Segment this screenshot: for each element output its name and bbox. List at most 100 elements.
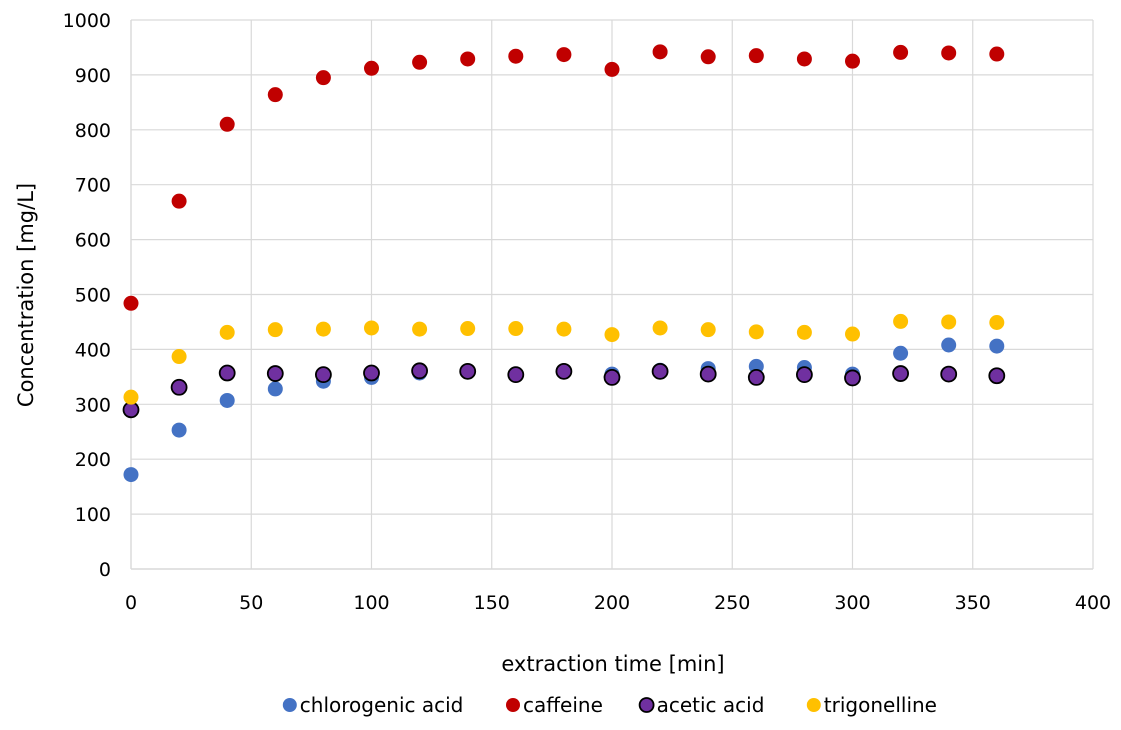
x-tick-label: 200 — [594, 592, 630, 614]
x-tick-label: 400 — [1075, 592, 1111, 614]
data-point — [700, 322, 716, 338]
data-point — [219, 116, 235, 132]
legend-label: caffeine — [523, 693, 603, 717]
data-point — [844, 369, 861, 387]
data-point — [315, 321, 331, 337]
x-tick-label: 100 — [353, 592, 389, 614]
x-tick-label: 50 — [239, 592, 263, 614]
data-point — [171, 422, 187, 438]
data-point — [603, 368, 621, 386]
legend-marker — [806, 698, 821, 712]
data-point — [652, 320, 668, 336]
legend: chlorogenic acid caffeine acetic acid trigo… — [282, 693, 937, 717]
data-point — [508, 48, 524, 64]
data-point — [555, 362, 573, 380]
y-tick-label: 200 — [75, 449, 111, 471]
data-point — [941, 337, 957, 353]
x-tick-label: 150 — [474, 592, 510, 614]
y-tick-label: 0 — [99, 559, 111, 581]
data-point — [412, 321, 428, 337]
data-point — [459, 362, 477, 380]
data-point — [989, 338, 1005, 354]
data-point — [507, 366, 525, 384]
data-point — [651, 362, 669, 380]
data-point — [893, 44, 909, 60]
data-point — [941, 314, 957, 330]
data-point — [266, 365, 284, 382]
data-point — [845, 53, 860, 69]
y-tick-label: 800 — [75, 120, 111, 142]
data-point — [123, 295, 139, 311]
y-tick-label: 500 — [75, 285, 111, 307]
data-point — [411, 362, 429, 380]
data-point — [748, 324, 764, 340]
data-point — [700, 49, 716, 65]
data-point — [267, 322, 283, 338]
legend-item: chlorogenic acid — [282, 693, 464, 717]
data-point — [267, 87, 283, 103]
legend-item: caffeine — [506, 693, 603, 717]
legend-label: acetic acid — [657, 693, 765, 717]
data-point — [315, 70, 331, 86]
data-point — [747, 368, 765, 386]
data-point — [219, 392, 235, 408]
series-chlorogenic-acid — [123, 337, 1005, 483]
y-tick-label: 700 — [75, 175, 111, 197]
y-tick-label: 900 — [75, 65, 111, 87]
series-caffeine — [123, 44, 1005, 311]
data-point — [412, 54, 428, 70]
legend-marker — [638, 697, 655, 713]
data-point — [988, 367, 1006, 385]
legend-marker — [282, 698, 297, 712]
data-point — [796, 51, 812, 67]
legend-item: acetic acid — [638, 693, 765, 717]
data-point — [171, 349, 187, 365]
data-point — [314, 366, 332, 384]
x-tick-label: 350 — [955, 592, 991, 614]
data-point — [941, 45, 957, 61]
data-point — [171, 193, 187, 209]
legend-label: trigonelline — [824, 693, 937, 717]
data-point — [604, 61, 620, 77]
data-point — [796, 366, 813, 384]
data-point — [219, 324, 235, 340]
data-point — [893, 345, 909, 361]
data-point — [940, 365, 958, 383]
data-point — [460, 51, 476, 67]
data-point — [460, 321, 476, 337]
data-point — [652, 44, 668, 60]
data-point — [123, 467, 139, 483]
legend-label: chlorogenic acid — [300, 693, 464, 717]
data-point — [604, 327, 620, 343]
data-point — [170, 378, 188, 396]
y-axis-title: Concentration [mg/L] — [14, 183, 38, 407]
grid-lines — [131, 19, 1094, 569]
data-point — [556, 47, 572, 63]
data-point — [845, 326, 860, 342]
data-point — [363, 364, 380, 382]
data-point — [748, 48, 764, 64]
series-trigonelline — [123, 313, 1005, 405]
data-point — [989, 314, 1005, 330]
legend-item: trigonelline — [806, 693, 937, 717]
y-tick-label: 400 — [75, 339, 111, 361]
data-point — [989, 46, 1005, 62]
y-tick-label: 1000 — [63, 10, 111, 32]
data-point — [508, 321, 524, 337]
data-point — [364, 60, 379, 76]
data-point — [893, 313, 909, 329]
series-acetic-acid — [122, 362, 1006, 419]
data-point — [267, 381, 283, 397]
x-tick-label: 0 — [125, 592, 137, 614]
data-point — [892, 365, 909, 382]
data-point — [699, 365, 717, 383]
y-tick-label: 600 — [75, 230, 111, 252]
x-tick-label: 300 — [834, 592, 870, 614]
y-tick-label: 300 — [75, 394, 111, 416]
data-point — [123, 389, 139, 405]
data-point — [556, 321, 572, 337]
x-axis-title: extraction time [min] — [501, 652, 724, 676]
data-point — [218, 364, 236, 382]
data-point — [796, 324, 812, 340]
